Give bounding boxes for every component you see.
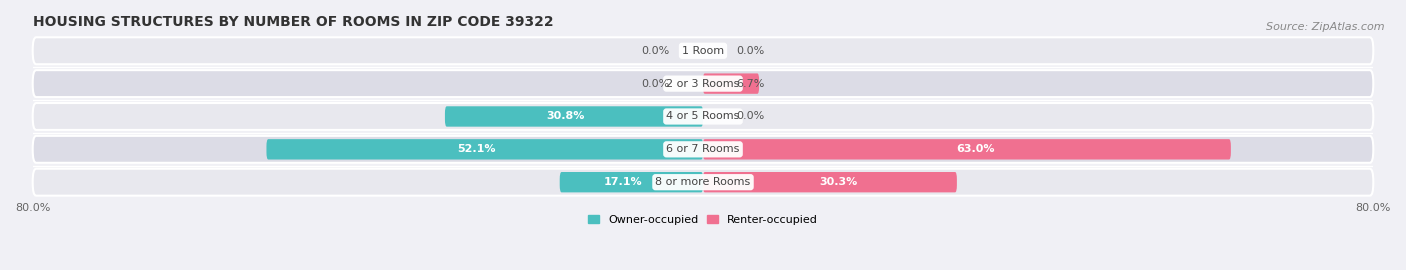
FancyBboxPatch shape (703, 139, 1230, 160)
FancyBboxPatch shape (444, 106, 703, 127)
Legend: Owner-occupied, Renter-occupied: Owner-occupied, Renter-occupied (583, 210, 823, 229)
FancyBboxPatch shape (32, 169, 1374, 196)
Text: 1 Room: 1 Room (682, 46, 724, 56)
FancyBboxPatch shape (32, 37, 1374, 64)
Text: 8 or more Rooms: 8 or more Rooms (655, 177, 751, 187)
Text: 4 or 5 Rooms: 4 or 5 Rooms (666, 112, 740, 122)
FancyBboxPatch shape (32, 70, 1374, 97)
Text: 30.8%: 30.8% (547, 112, 585, 122)
Text: 0.0%: 0.0% (737, 46, 765, 56)
FancyBboxPatch shape (32, 136, 1374, 163)
Text: 63.0%: 63.0% (956, 144, 994, 154)
Text: 2 or 3 Rooms: 2 or 3 Rooms (666, 79, 740, 89)
Text: HOUSING STRUCTURES BY NUMBER OF ROOMS IN ZIP CODE 39322: HOUSING STRUCTURES BY NUMBER OF ROOMS IN… (32, 15, 554, 29)
Text: 0.0%: 0.0% (641, 46, 669, 56)
Text: 0.0%: 0.0% (641, 79, 669, 89)
Text: Source: ZipAtlas.com: Source: ZipAtlas.com (1267, 22, 1385, 32)
FancyBboxPatch shape (703, 73, 759, 94)
FancyBboxPatch shape (32, 103, 1374, 130)
FancyBboxPatch shape (703, 172, 957, 192)
Text: 17.1%: 17.1% (603, 177, 643, 187)
Text: 0.0%: 0.0% (737, 112, 765, 122)
Text: 6 or 7 Rooms: 6 or 7 Rooms (666, 144, 740, 154)
FancyBboxPatch shape (267, 139, 703, 160)
FancyBboxPatch shape (560, 172, 703, 192)
Text: 6.7%: 6.7% (737, 79, 765, 89)
Text: 52.1%: 52.1% (457, 144, 495, 154)
Text: 30.3%: 30.3% (820, 177, 858, 187)
